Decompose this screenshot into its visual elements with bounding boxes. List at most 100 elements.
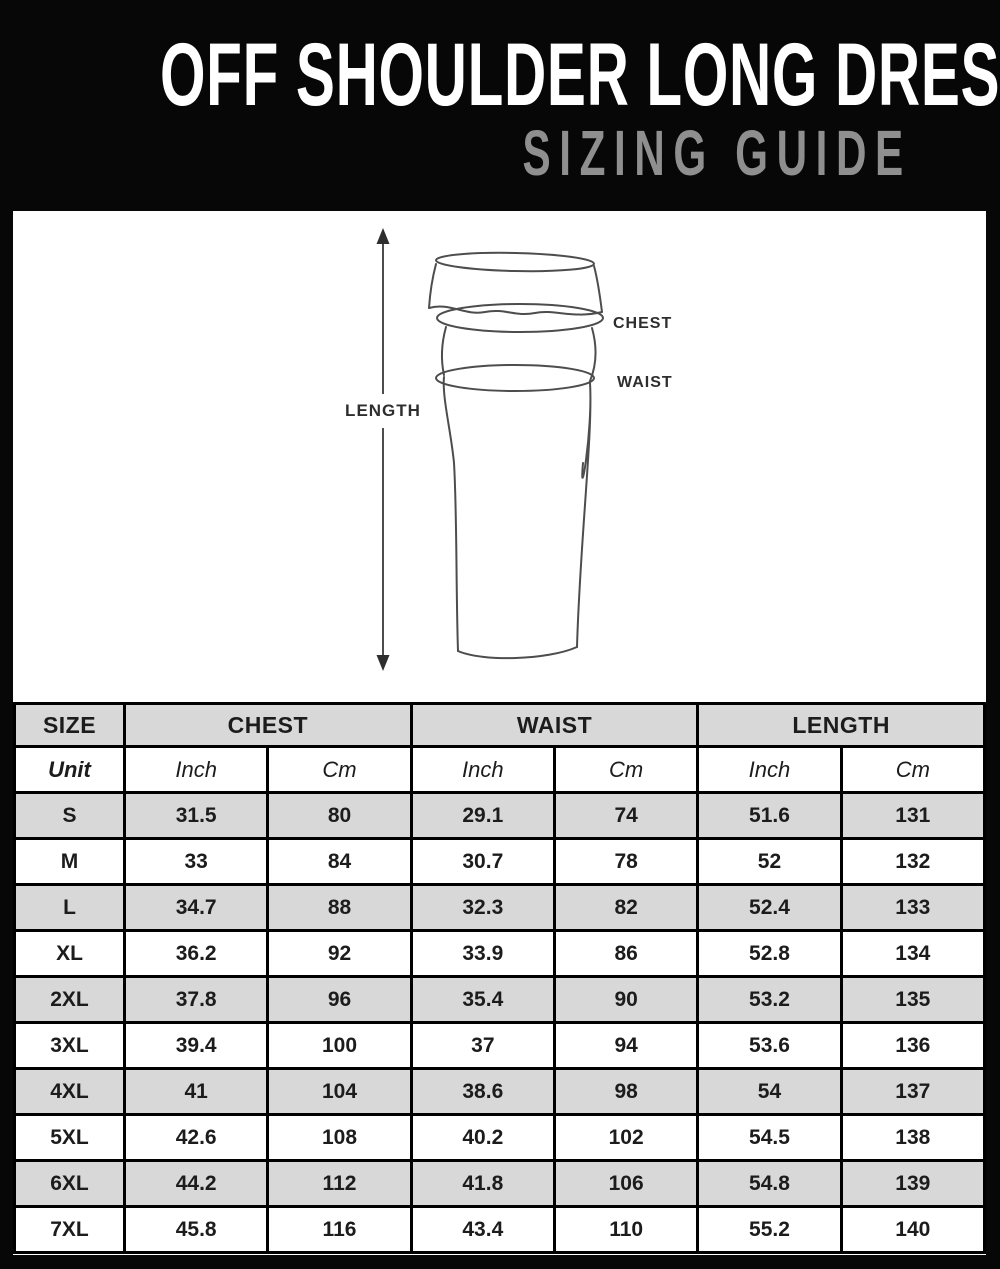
table-row-6xl: 6XL 44.2 112 41.8 106 54.8 139 xyxy=(13,1159,987,1208)
page-subtitle: SIZING GUIDE xyxy=(522,117,912,189)
value-cell: 55.2 xyxy=(696,1205,843,1254)
value-cell: 51.6 xyxy=(696,791,843,840)
value-cell: 40.2 xyxy=(409,1113,556,1162)
value-cell: 94 xyxy=(552,1021,700,1070)
value-cell: 116 xyxy=(266,1205,413,1254)
value-cell: 36.2 xyxy=(122,929,270,978)
dress-skirt-left xyxy=(442,376,459,652)
value-cell: 52.8 xyxy=(696,929,843,978)
unit-length-inch: Inch xyxy=(696,745,843,794)
unit-chest-cm: Cm xyxy=(266,745,413,794)
value-cell: 86 xyxy=(552,929,700,978)
value-cell: 132 xyxy=(839,837,987,886)
value-cell: 29.1 xyxy=(409,791,556,840)
value-cell: 82 xyxy=(552,883,700,932)
value-cell: 136 xyxy=(839,1021,987,1070)
value-cell: 100 xyxy=(266,1021,413,1070)
value-cell: 32.3 xyxy=(409,883,556,932)
value-cell: 52 xyxy=(696,837,843,886)
value-cell: 37.8 xyxy=(122,975,270,1024)
table-row-3xl: 3XL 39.4 100 37 94 53.6 136 xyxy=(13,1021,987,1070)
waist-label: WAIST xyxy=(617,374,673,391)
value-cell: 38.6 xyxy=(409,1067,556,1116)
value-cell: 33.9 xyxy=(409,929,556,978)
value-cell: 54.8 xyxy=(696,1159,843,1208)
dress-hem xyxy=(457,646,578,660)
value-cell: 45.8 xyxy=(122,1205,270,1254)
size-cell: 5XL xyxy=(13,1113,126,1162)
length-label: LENGTH xyxy=(340,394,426,428)
value-cell: 102 xyxy=(552,1113,700,1162)
value-cell: 108 xyxy=(266,1113,413,1162)
table-row-xl: XL 36.2 92 33.9 86 52.8 134 xyxy=(13,929,987,978)
size-cell: M xyxy=(13,837,126,886)
value-cell: 90 xyxy=(552,975,700,1024)
value-cell: 39.4 xyxy=(122,1021,270,1070)
unit-waist-inch: Inch xyxy=(409,745,556,794)
value-cell: 78 xyxy=(552,837,700,886)
page-title: OFF SHOULDER LONG DRESS xyxy=(160,24,1000,125)
unit-waist-cm: Cm xyxy=(552,745,700,794)
dress-sketch xyxy=(376,228,604,671)
value-cell: 35.4 xyxy=(409,975,556,1024)
header-band: OFF SHOULDER LONG DRESS SIZING GUIDE xyxy=(0,0,1000,211)
value-cell: 52.4 xyxy=(696,883,843,932)
value-cell: 137 xyxy=(839,1067,987,1116)
value-cell: 138 xyxy=(839,1113,987,1162)
measurement-diagram: LENGTH CHEST WAIST xyxy=(13,211,986,702)
value-cell: 41.8 xyxy=(409,1159,556,1208)
size-cell: 3XL xyxy=(13,1021,126,1070)
size-cell: 7XL xyxy=(13,1205,126,1254)
value-cell: 37 xyxy=(409,1021,556,1070)
value-cell: 139 xyxy=(839,1159,987,1208)
value-cell: 43.4 xyxy=(409,1205,556,1254)
size-cell: 6XL xyxy=(13,1159,126,1208)
dress-neckline xyxy=(435,251,595,273)
value-cell: 92 xyxy=(266,929,413,978)
unit-row-label: Unit xyxy=(13,745,126,794)
unit-chest-inch: Inch xyxy=(122,745,270,794)
dress-flounce-right-edge xyxy=(593,265,603,313)
value-cell: 34.7 xyxy=(122,883,270,932)
size-cell: XL xyxy=(13,929,126,978)
table-row-l: L 34.7 88 32.3 82 52.4 133 xyxy=(13,883,987,932)
table-group-header-row: SIZE CHEST WAIST LENGTH xyxy=(13,702,986,748)
dress-flounce-left-edge xyxy=(428,263,437,309)
value-cell: 74 xyxy=(552,791,700,840)
content-panel: LENGTH CHEST WAIST SIZE CHEST WAIST LENG… xyxy=(13,211,987,1255)
dress-skirt-right xyxy=(576,382,592,648)
value-cell: 98 xyxy=(552,1067,700,1116)
length-arrow-up-icon xyxy=(376,228,390,244)
table-row-5xl: 5XL 42.6 108 40.2 102 54.5 138 xyxy=(13,1113,987,1162)
value-cell: 135 xyxy=(839,975,987,1024)
table-unit-row: Unit Inch Cm Inch Cm Inch Cm xyxy=(13,745,987,794)
value-cell: 41 xyxy=(122,1067,270,1116)
value-cell: 112 xyxy=(266,1159,413,1208)
col-header-chest: CHEST xyxy=(123,702,413,748)
size-cell: S xyxy=(13,791,126,840)
dress-chest-line xyxy=(436,303,604,333)
value-cell: 140 xyxy=(839,1205,987,1254)
value-cell: 84 xyxy=(266,837,413,886)
length-arrow-down-icon xyxy=(376,655,390,671)
value-cell: 133 xyxy=(839,883,987,932)
value-cell: 53.2 xyxy=(696,975,843,1024)
value-cell: 54 xyxy=(696,1067,843,1116)
dress-waist-line xyxy=(435,364,595,392)
dress-torso-left xyxy=(440,326,447,376)
value-cell: 33 xyxy=(122,837,270,886)
dress-torso-right xyxy=(589,327,597,382)
value-cell: 88 xyxy=(266,883,413,932)
value-cell: 106 xyxy=(552,1159,700,1208)
col-header-size: SIZE xyxy=(13,702,126,748)
col-header-waist: WAIST xyxy=(409,702,700,748)
table-row-m: M 33 84 30.7 78 52 132 xyxy=(13,837,987,886)
value-cell: 54.5 xyxy=(696,1113,843,1162)
chest-label: CHEST xyxy=(613,315,673,332)
table-row-7xl: 7XL 45.8 116 43.4 110 55.2 140 xyxy=(13,1205,987,1254)
size-cell: 4XL xyxy=(13,1067,126,1116)
size-cell: 2XL xyxy=(13,975,126,1024)
value-cell: 31.5 xyxy=(122,791,270,840)
value-cell: 131 xyxy=(839,791,987,840)
